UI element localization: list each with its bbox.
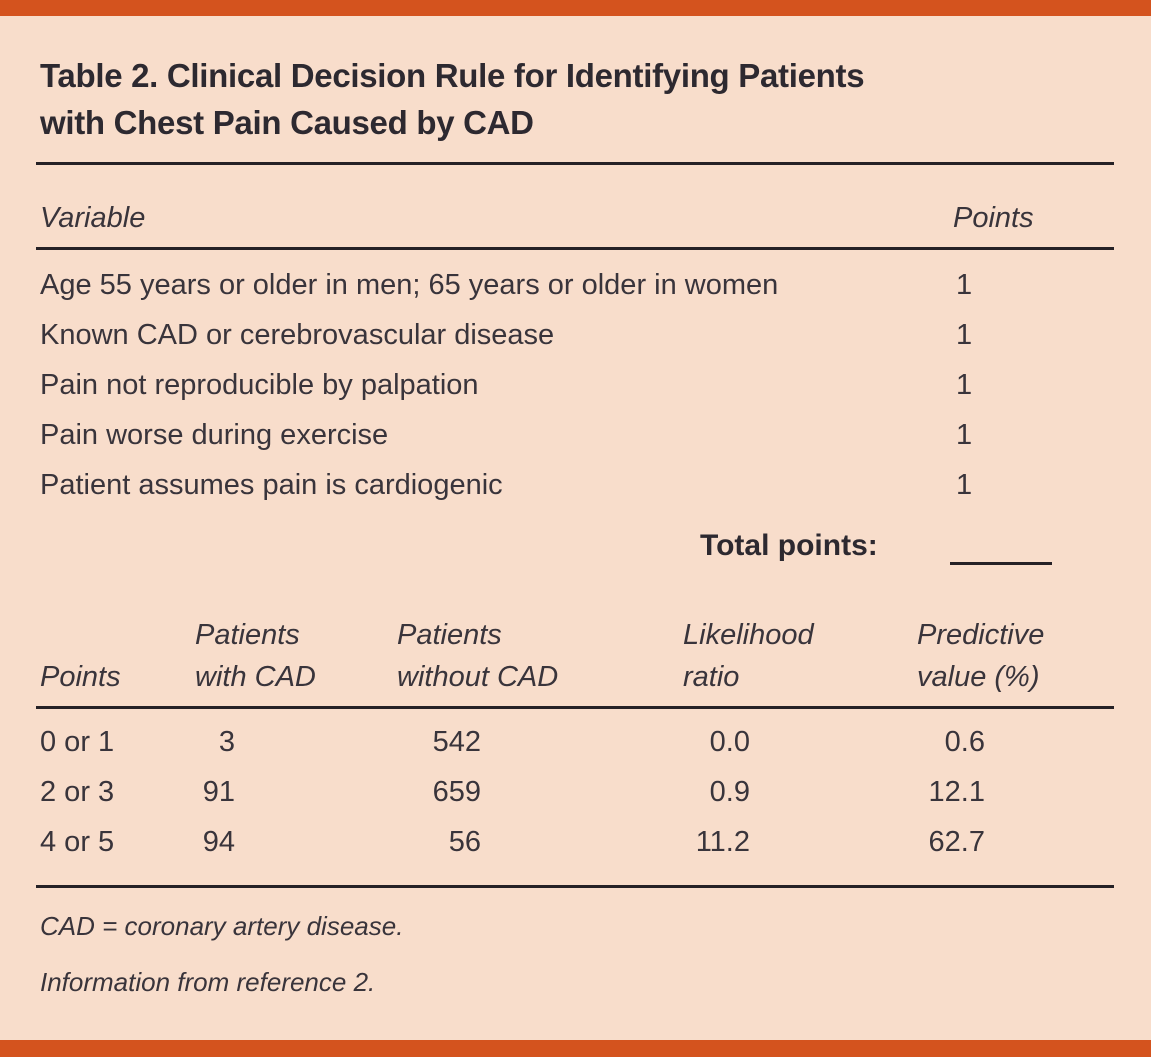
scoring-row-cardiogenic: Patient assumes pain is cardiogenic 1: [40, 460, 1114, 510]
header-line2: Points: [40, 661, 121, 693]
scoring-row-palpation: Pain not reproducible by palpation 1: [40, 360, 1114, 410]
footnote-abbreviation: CAD = coronary artery disease.: [40, 911, 404, 941]
results-header-likelihood-ratio: Likelihood ratio: [683, 614, 917, 698]
results-table-body: 0 or 1 3 542 0.0 0.6 2 or 3 91 659 0.9 1…: [40, 709, 1114, 867]
header-line2: value (%): [917, 661, 1040, 693]
results-with-cad-cell: 3: [218, 726, 235, 758]
results-without-cad-cell: 659: [432, 776, 481, 808]
divider-under-results-header: [36, 706, 1114, 709]
scoring-table-header: Variable Points: [40, 201, 1114, 235]
divider-under-scoring-header: [36, 247, 1114, 250]
results-table-header: Points Patients with CAD Patients withou…: [40, 614, 1114, 698]
scoring-row-known-cad: Known CAD or cerebrovascular disease 1: [40, 310, 1114, 360]
total-points-row: Total points:: [0, 528, 1151, 568]
header-line1: Predictive: [917, 619, 1045, 651]
variable-column-header: Variable: [40, 202, 146, 234]
table-title: Table 2. Clinical Decision Rule for Iden…: [0, 0, 1151, 146]
total-points-label: Total points:: [700, 529, 878, 562]
results-predictive-cell: 12.1: [928, 776, 985, 808]
results-row-4-or-5: 4 or 5 94 56 11.2 62.7: [40, 817, 1114, 867]
results-predictive-cell: 62.7: [928, 826, 985, 858]
scoring-row-exercise: Pain worse during exercise 1: [40, 410, 1114, 460]
header-line2: ratio: [683, 661, 740, 693]
divider-above-footnotes: [36, 885, 1114, 888]
points-value: 1: [956, 319, 973, 351]
header-line1: Patients: [397, 619, 502, 651]
results-header-patients-with-cad: Patients with CAD: [195, 614, 397, 698]
results-points-cell: 0 or 1: [40, 726, 115, 758]
table-title-line1: Table 2. Clinical Decision Rule for Iden…: [40, 57, 865, 94]
results-likelihood-cell: 11.2: [695, 826, 750, 858]
points-value: 1: [956, 419, 973, 451]
header-line1: Patients: [195, 619, 300, 651]
variable-label: Patient assumes pain is cardiogenic: [40, 469, 503, 501]
divider-under-title: [36, 162, 1114, 165]
header-line1: Likelihood: [683, 619, 814, 651]
bottom-accent-bar: [0, 1040, 1151, 1057]
results-likelihood-cell: 0.9: [709, 776, 750, 808]
variable-label: Pain not reproducible by palpation: [40, 369, 479, 401]
points-column-header: Points: [953, 202, 1034, 234]
scoring-table-body: Age 55 years or older in men; 65 years o…: [0, 250, 1151, 510]
results-without-cad-cell: 542: [432, 726, 481, 758]
results-predictive-cell: 0.6: [944, 726, 985, 758]
table-title-line2: with Chest Pain Caused by CAD: [40, 104, 534, 141]
variable-label: Known CAD or cerebrovascular disease: [40, 319, 555, 351]
header-line2: without CAD: [397, 661, 559, 693]
scoring-row-age: Age 55 years or older in men; 65 years o…: [40, 260, 1114, 310]
results-without-cad-cell: 56: [448, 826, 481, 858]
results-table: Points Patients with CAD Patients withou…: [36, 614, 1114, 867]
header-line2: with CAD: [195, 661, 316, 693]
variable-label: Age 55 years or older in men; 65 years o…: [40, 269, 779, 301]
variable-label: Pain worse during exercise: [40, 419, 389, 451]
results-header-points: Points: [40, 614, 195, 698]
footnote-source: Information from reference 2.: [40, 967, 376, 997]
results-points-cell: 4 or 5: [40, 826, 115, 858]
results-row-2-or-3: 2 or 3 91 659 0.9 12.1: [40, 767, 1114, 817]
points-value: 1: [956, 269, 973, 301]
results-row-0-or-1: 0 or 1 3 542 0.0 0.6: [40, 717, 1114, 767]
points-value: 1: [956, 369, 973, 401]
points-value: 1: [956, 469, 973, 501]
top-accent-bar: [0, 0, 1151, 16]
results-with-cad-cell: 94: [202, 826, 235, 858]
total-points-blank: [950, 532, 1052, 565]
results-points-cell: 2 or 3: [40, 776, 115, 808]
results-likelihood-cell: 0.0: [709, 726, 750, 758]
results-header-patients-without-cad: Patients without CAD: [397, 614, 683, 698]
results-header-predictive-value: Predictive value (%): [917, 614, 1114, 698]
results-with-cad-cell: 91: [202, 776, 235, 808]
